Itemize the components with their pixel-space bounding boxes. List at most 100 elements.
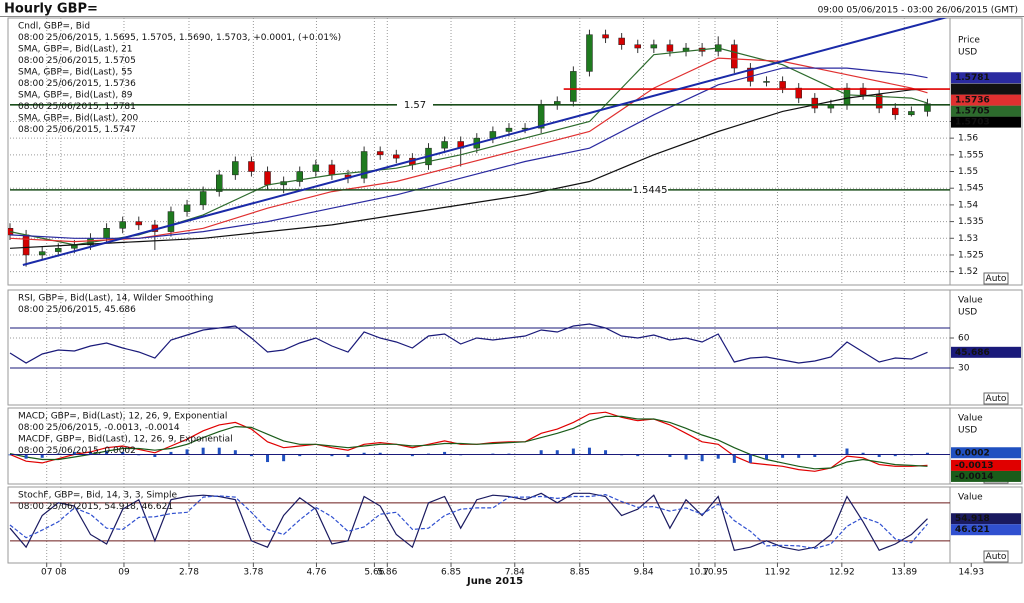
panel-frame — [7, 17, 951, 286]
value-box-label: 1.5703 — [955, 118, 990, 128]
candle-body — [328, 164, 336, 176]
value-box — [951, 524, 1021, 536]
plot-area — [9, 290, 950, 405]
histogram-bar — [217, 447, 221, 455]
legend-text: 08:00 25/06/2015, 1.5736 — [18, 79, 136, 89]
candle-body — [666, 44, 674, 52]
x-tick-label: 12.92 — [829, 568, 855, 578]
histogram-bar — [233, 450, 237, 455]
axis-title: Value — [958, 296, 983, 306]
histogram-bar — [298, 454, 302, 457]
candle-body — [135, 221, 143, 226]
histogram-bar — [40, 454, 44, 458]
value-box-label: -0.0014 — [955, 472, 993, 482]
candle-body — [747, 67, 754, 82]
x-tick-label: 3.78 — [243, 568, 263, 578]
value-box — [951, 83, 1021, 95]
y-tick-label: 1.56 — [958, 134, 978, 144]
legend-text: StochF, GBP=, Bid, 14, 3, 3, Simple — [18, 491, 178, 501]
value-box-label: 1.5705 — [955, 107, 990, 117]
value-box-label: 54.918 — [955, 514, 990, 524]
value-box — [951, 470, 1021, 482]
candle-body — [312, 164, 320, 172]
candle-body — [38, 251, 46, 256]
candle-body — [248, 161, 255, 172]
line-label: 1.57 — [404, 100, 426, 111]
legend-text: 08:00 25/06/2015, 54.918, 46.621 — [18, 502, 173, 512]
candle-body — [731, 44, 738, 69]
candle-body — [441, 141, 448, 149]
axis-unit: USD — [958, 308, 977, 318]
x-tick-label: 6.85 — [441, 568, 461, 578]
histogram-bar — [555, 450, 559, 455]
histogram-bar — [362, 452, 366, 455]
line-label-bg — [632, 183, 668, 196]
candle-body — [602, 34, 609, 39]
histogram-bar — [845, 448, 849, 455]
candle-body — [570, 71, 577, 102]
legend-text: 08:00 25/06/2015, 45.686 — [18, 305, 136, 315]
legend-text: SMA, GBP=, Bid(Last), 55 — [18, 68, 133, 78]
value-box-label: 1.5781 — [955, 73, 990, 83]
value-box — [951, 116, 1021, 128]
histogram-bar — [346, 454, 350, 457]
candle-body — [763, 81, 770, 83]
y-tick-label: 1.54 — [958, 200, 978, 210]
legend-text: 08:00 25/06/2015, 1.5781 — [18, 102, 136, 112]
candle-body — [264, 171, 271, 186]
x-axis-label: June 2015 — [466, 576, 523, 587]
x-tick-label: 9.84 — [634, 568, 654, 578]
histogram-bar — [105, 451, 109, 455]
value-box-label: 1.5736 — [955, 96, 990, 106]
value-box-label: 0.0002 — [955, 448, 990, 458]
histogram-bar — [748, 454, 752, 463]
panel-frame — [7, 407, 951, 485]
histogram-bar — [169, 451, 173, 455]
histogram-bar — [410, 454, 414, 457]
axis-unit: USD — [958, 48, 977, 58]
value-box — [951, 447, 1021, 459]
candle-body — [650, 44, 658, 49]
value-box — [951, 105, 1021, 117]
axis-title: Value — [958, 414, 983, 424]
histogram-bar — [797, 454, 801, 458]
plot-area: 1.57 1.5445 — [8, 18, 950, 285]
candle-body — [215, 174, 223, 192]
x-tick-label: 14.93 — [958, 568, 984, 578]
auto-button — [983, 550, 1009, 563]
value-box — [951, 513, 1021, 525]
histogram-bar — [636, 454, 640, 457]
legend-text: SMA, GBP=, Bid(Last), 21 — [18, 45, 133, 55]
histogram-bar — [732, 454, 736, 463]
y-tick-label: 1.53 — [958, 234, 978, 244]
histogram-bar — [877, 454, 881, 457]
legend-text: SMA, GBP=, Bid(Last), 200 — [18, 114, 139, 124]
histogram-bar — [378, 452, 382, 455]
candle-body — [22, 234, 30, 256]
histogram-bar — [24, 454, 28, 459]
legend-text: 08:00 25/06/2015, -0.0013, -0.0014 — [18, 423, 180, 433]
y-tick-label: 1.525 — [958, 250, 984, 260]
histogram-bar — [571, 448, 575, 455]
histogram-bar — [925, 452, 929, 455]
legend-text: MACDF, GBP=, Bid(Last), 12, 26, 9, Expon… — [18, 435, 233, 445]
value-box — [951, 94, 1021, 106]
candle-body — [489, 131, 497, 139]
histogram-bar — [765, 454, 769, 460]
y-tick-label: 60 — [958, 334, 970, 344]
legend-text: 08:00 25/06/2015, 1.5705 — [18, 56, 136, 66]
y-tick-label: 1.545 — [958, 184, 984, 194]
line-label: 1.5445 — [633, 185, 668, 196]
candle-body — [875, 94, 883, 109]
x-tick-label: 08 — [55, 568, 67, 578]
histogram-bar — [893, 454, 897, 457]
plot-area — [8, 408, 929, 484]
candle-body — [55, 248, 62, 252]
candle-body — [103, 228, 110, 239]
value-box — [951, 459, 1021, 471]
histogram-bar — [88, 451, 92, 455]
x-tick-label: 09 — [118, 568, 130, 578]
x-tick-label: 13.89 — [891, 568, 917, 578]
candle-body — [892, 107, 899, 116]
